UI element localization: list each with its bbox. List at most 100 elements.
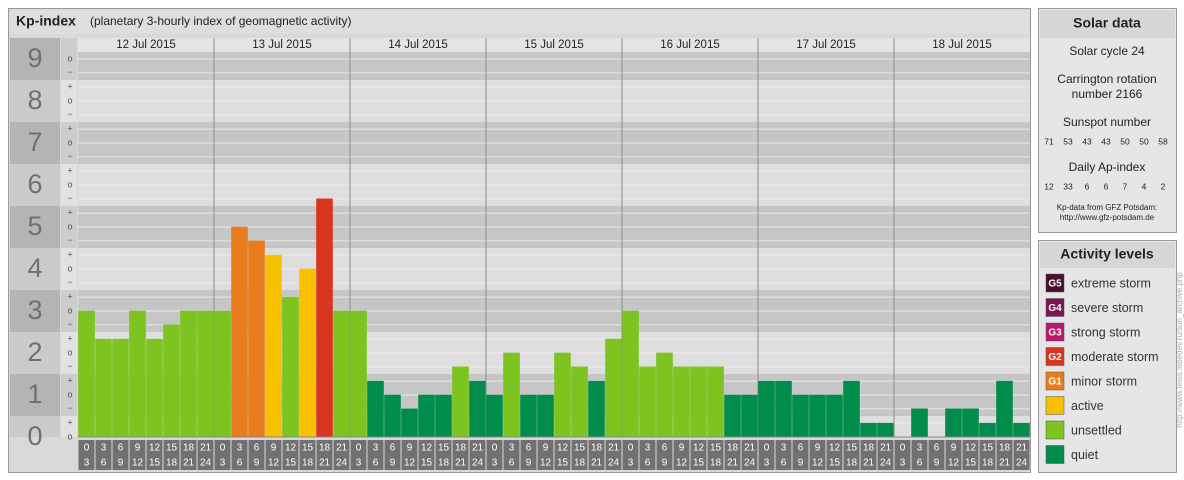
hour-box [1013, 440, 1030, 470]
bar [571, 366, 588, 438]
bar [197, 310, 214, 438]
y-minor-tick-label: o [67, 179, 72, 189]
hour-start-label: 18 [319, 443, 331, 454]
hour-end-label: 12 [812, 458, 824, 469]
hour-start-label: 21 [336, 443, 348, 454]
hour-start-label: 12 [693, 443, 705, 454]
bar [469, 380, 486, 438]
hour-start-label: 6 [798, 443, 804, 454]
bar [826, 394, 843, 438]
title-bar [10, 10, 1029, 34]
sunspot-value: 43 [1082, 136, 1092, 146]
hour-start-label: 3 [645, 443, 651, 454]
bar [180, 310, 197, 438]
y-tick-label: 5 [27, 211, 42, 241]
legend-swatch [1045, 396, 1065, 415]
y-minor-tick-label: + [67, 208, 72, 218]
bar [588, 380, 605, 438]
hour-end-label: 24 [472, 458, 484, 469]
legend-swatch [1045, 347, 1065, 366]
source-line: Kp-data from GFZ Potsdam: [1057, 203, 1157, 212]
bar [605, 338, 622, 438]
hour-end-label: 15 [829, 458, 841, 469]
hour-start-label: 18 [591, 443, 603, 454]
hour-box [112, 440, 129, 470]
ap-value: 6 [1085, 181, 1090, 191]
y-minor-tick-label: + [67, 250, 72, 260]
solar-panel-header [1040, 10, 1175, 38]
hour-box [911, 440, 928, 470]
y-tick-label: 8 [27, 85, 42, 115]
hour-box [673, 440, 690, 470]
source-line: http://www.gfz-potsdam.de [1060, 213, 1155, 222]
hour-end-label: 24 [200, 458, 212, 469]
hour-end-label: 21 [319, 458, 331, 469]
legend-badge: G4 [1048, 303, 1062, 314]
hour-box [588, 440, 605, 470]
bar [350, 310, 367, 438]
hour-box [231, 440, 248, 470]
y-minor-tick-label: − [67, 403, 72, 413]
hour-box [384, 440, 401, 470]
hour-start-label: 9 [271, 443, 277, 454]
hour-box [452, 440, 469, 470]
hour-end-label: 3 [84, 458, 90, 469]
hour-box [265, 440, 282, 470]
legend-swatch [1045, 322, 1065, 342]
y-label-band [10, 80, 60, 122]
bar [1013, 422, 1030, 438]
hour-end-label: 9 [798, 458, 804, 469]
hour-end-label: 12 [948, 458, 960, 469]
day-label: 13 Jul 2015 [252, 39, 311, 51]
sunspot-value: 50 [1139, 136, 1149, 146]
hour-end-label: 18 [710, 458, 722, 469]
day-label: 17 Jul 2015 [796, 39, 855, 51]
hour-start-label: 12 [965, 443, 977, 454]
y-minor-tick-label: + [67, 166, 72, 176]
levels-title: Activity levels [1060, 246, 1154, 262]
day-label: 16 Jul 2015 [660, 39, 719, 51]
hour-box [503, 440, 520, 470]
y-minor-tick-label: + [67, 82, 72, 92]
bar [486, 394, 503, 438]
ap-value: 33 [1063, 181, 1073, 191]
bar [843, 380, 860, 438]
y-tick-label: 2 [27, 337, 42, 367]
hour-box [469, 440, 486, 470]
solar-cycle: Solar cycle 24 [1069, 44, 1145, 58]
y-minor-tick-label: + [67, 418, 72, 428]
hour-start-label: 18 [727, 443, 739, 454]
hour-box [826, 440, 843, 470]
y-minor-band [61, 374, 77, 416]
hour-end-label: 24 [1016, 458, 1028, 469]
hour-end-label: 9 [934, 458, 940, 469]
hour-end-label: 18 [982, 458, 994, 469]
grid-band [78, 416, 1030, 437]
ap-title: Daily Ap-index [1069, 160, 1146, 174]
y-minor-band [61, 122, 77, 164]
hour-end-label: 18 [166, 458, 178, 469]
hour-start-label: 15 [574, 443, 586, 454]
y-minor-band [61, 416, 77, 437]
y-minor-tick-label: + [67, 124, 72, 134]
hour-end-label: 6 [101, 458, 107, 469]
day-label: 18 Jul 2015 [932, 39, 991, 51]
legend-label: unsettled [1071, 423, 1122, 437]
bar [112, 338, 129, 438]
hour-end-label: 9 [390, 458, 396, 469]
y-minor-tick-label: − [67, 361, 72, 371]
hour-start-label: 3 [781, 443, 787, 454]
bar [979, 422, 996, 438]
sunspot-value: 43 [1101, 136, 1111, 146]
hour-box [622, 440, 639, 470]
bar [384, 394, 401, 438]
hour-end-label: 24 [608, 458, 620, 469]
legend-label: extreme storm [1071, 276, 1151, 290]
hour-end-label: 12 [132, 458, 144, 469]
y-label-band [10, 416, 60, 437]
hour-box [741, 440, 758, 470]
hour-end-label: 18 [574, 458, 586, 469]
bar [537, 394, 554, 438]
bar [639, 366, 656, 438]
y-label-band [10, 122, 60, 164]
